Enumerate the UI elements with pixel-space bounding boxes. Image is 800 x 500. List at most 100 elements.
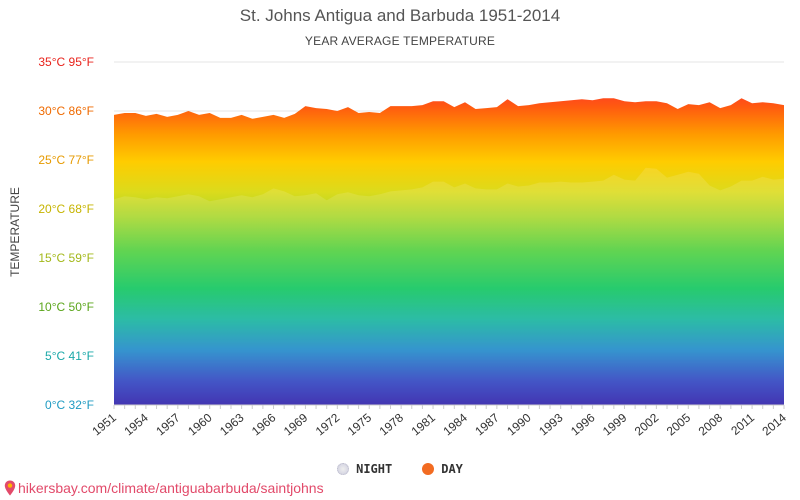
day-data-point[interactable] bbox=[347, 106, 349, 108]
night-data-point[interactable] bbox=[187, 193, 189, 195]
night-data-point[interactable] bbox=[347, 191, 349, 193]
day-data-point[interactable] bbox=[772, 102, 774, 104]
day-data-point[interactable] bbox=[528, 104, 530, 106]
night-data-point[interactable] bbox=[155, 196, 157, 198]
night-data-point[interactable] bbox=[113, 198, 115, 200]
day-data-point[interactable] bbox=[145, 115, 147, 117]
day-data-point[interactable] bbox=[730, 104, 732, 106]
day-data-point[interactable] bbox=[336, 110, 338, 112]
night-data-point[interactable] bbox=[432, 180, 434, 182]
day-data-point[interactable] bbox=[740, 97, 742, 99]
night-data-point[interactable] bbox=[506, 182, 508, 184]
night-data-point[interactable] bbox=[581, 181, 583, 183]
day-data-point[interactable] bbox=[272, 114, 274, 116]
day-data-point[interactable] bbox=[591, 99, 593, 101]
day-data-point[interactable] bbox=[655, 100, 657, 102]
night-data-point[interactable] bbox=[166, 197, 168, 199]
day-data-point[interactable] bbox=[517, 105, 519, 107]
day-data-point[interactable] bbox=[549, 101, 551, 103]
day-data-point[interactable] bbox=[315, 107, 317, 109]
night-data-point[interactable] bbox=[634, 179, 636, 181]
day-data-point[interactable] bbox=[379, 112, 381, 114]
day-data-point[interactable] bbox=[432, 100, 434, 102]
day-data-point[interactable] bbox=[389, 105, 391, 107]
night-data-point[interactable] bbox=[357, 194, 359, 196]
night-data-point[interactable] bbox=[474, 187, 476, 189]
night-data-point[interactable] bbox=[666, 176, 668, 178]
day-data-point[interactable] bbox=[283, 117, 285, 119]
day-data-point[interactable] bbox=[453, 106, 455, 108]
day-data-point[interactable] bbox=[485, 107, 487, 109]
night-data-point[interactable] bbox=[655, 168, 657, 170]
night-data-point[interactable] bbox=[262, 193, 264, 195]
night-data-point[interactable] bbox=[209, 200, 211, 202]
night-data-point[interactable] bbox=[240, 194, 242, 196]
day-data-point[interactable] bbox=[166, 116, 168, 118]
day-data-point[interactable] bbox=[496, 106, 498, 108]
day-data-point[interactable] bbox=[560, 100, 562, 102]
night-data-point[interactable] bbox=[783, 177, 785, 179]
source-link[interactable]: hikersbay.com/climate/antiguabarbuda/sai… bbox=[4, 480, 324, 496]
day-data-point[interactable] bbox=[506, 98, 508, 100]
day-data-point[interactable] bbox=[198, 114, 200, 116]
night-data-point[interactable] bbox=[730, 185, 732, 187]
night-data-point[interactable] bbox=[517, 185, 519, 187]
day-data-point[interactable] bbox=[762, 101, 764, 103]
night-data-point[interactable] bbox=[294, 195, 296, 197]
day-data-point[interactable] bbox=[677, 108, 679, 110]
legend-item-night[interactable]: NIGHT bbox=[337, 462, 392, 476]
day-data-point[interactable] bbox=[623, 100, 625, 102]
night-data-point[interactable] bbox=[708, 184, 710, 186]
night-data-point[interactable] bbox=[570, 181, 572, 183]
night-data-point[interactable] bbox=[623, 178, 625, 180]
night-data-point[interactable] bbox=[177, 195, 179, 197]
day-data-point[interactable] bbox=[326, 108, 328, 110]
night-data-point[interactable] bbox=[368, 195, 370, 197]
day-data-point[interactable] bbox=[177, 114, 179, 116]
night-data-point[interactable] bbox=[123, 195, 125, 197]
day-data-point[interactable] bbox=[581, 98, 583, 100]
day-data-point[interactable] bbox=[666, 102, 668, 104]
day-data-point[interactable] bbox=[421, 104, 423, 106]
night-data-point[interactable] bbox=[219, 198, 221, 200]
night-data-point[interactable] bbox=[613, 174, 615, 176]
day-data-point[interactable] bbox=[698, 104, 700, 106]
day-data-point[interactable] bbox=[400, 105, 402, 107]
day-data-point[interactable] bbox=[251, 118, 253, 120]
day-data-point[interactable] bbox=[113, 114, 115, 116]
day-data-point[interactable] bbox=[134, 112, 136, 114]
night-data-point[interactable] bbox=[464, 182, 466, 184]
night-data-point[interactable] bbox=[134, 196, 136, 198]
night-data-point[interactable] bbox=[751, 179, 753, 181]
day-data-point[interactable] bbox=[262, 116, 264, 118]
night-data-point[interactable] bbox=[198, 195, 200, 197]
day-data-point[interactable] bbox=[474, 108, 476, 110]
day-data-point[interactable] bbox=[783, 104, 785, 106]
night-data-point[interactable] bbox=[677, 174, 679, 176]
night-data-point[interactable] bbox=[326, 199, 328, 201]
night-data-point[interactable] bbox=[145, 198, 147, 200]
night-data-point[interactable] bbox=[719, 189, 721, 191]
day-data-point[interactable] bbox=[240, 114, 242, 116]
night-data-point[interactable] bbox=[251, 196, 253, 198]
day-data-point[interactable] bbox=[602, 97, 604, 99]
day-data-point[interactable] bbox=[294, 113, 296, 115]
legend-item-day[interactable]: DAY bbox=[422, 462, 463, 476]
night-data-point[interactable] bbox=[762, 176, 764, 178]
night-data-point[interactable] bbox=[740, 179, 742, 181]
night-data-point[interactable] bbox=[315, 192, 317, 194]
day-data-point[interactable] bbox=[230, 117, 232, 119]
night-data-point[interactable] bbox=[400, 189, 402, 191]
day-data-point[interactable] bbox=[634, 101, 636, 103]
night-data-point[interactable] bbox=[698, 173, 700, 175]
day-data-point[interactable] bbox=[209, 112, 211, 114]
night-data-point[interactable] bbox=[421, 186, 423, 188]
night-data-point[interactable] bbox=[560, 180, 562, 182]
night-data-point[interactable] bbox=[379, 193, 381, 195]
day-data-point[interactable] bbox=[570, 99, 572, 101]
day-data-point[interactable] bbox=[613, 97, 615, 99]
day-data-point[interactable] bbox=[219, 117, 221, 119]
night-data-point[interactable] bbox=[772, 178, 774, 180]
day-data-point[interactable] bbox=[187, 110, 189, 112]
day-data-point[interactable] bbox=[645, 100, 647, 102]
